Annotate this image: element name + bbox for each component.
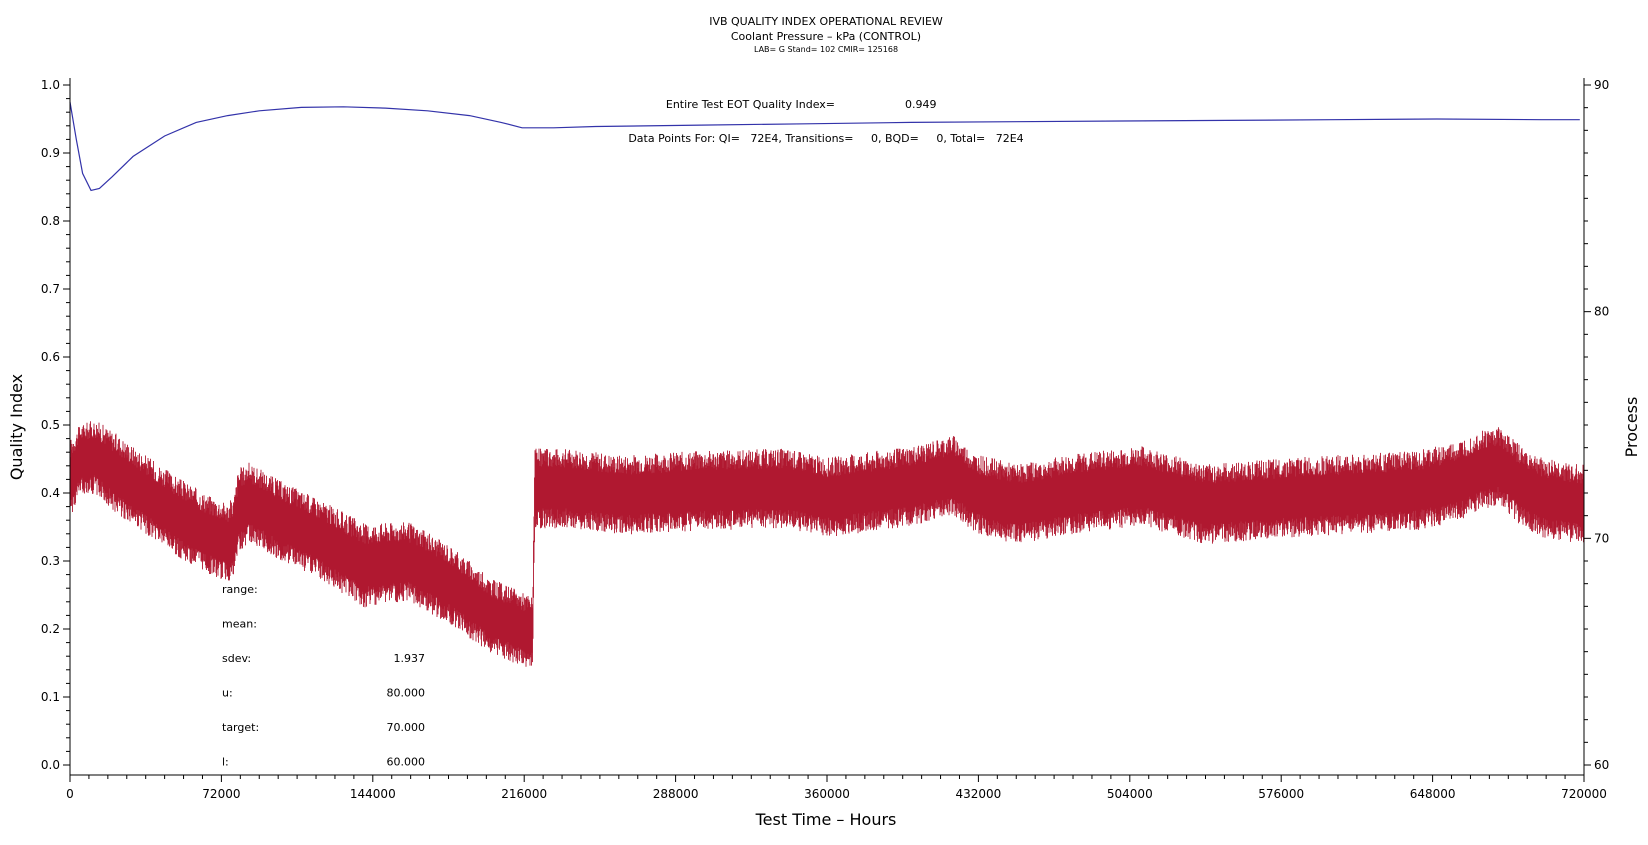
y-tick-label: 0.8 bbox=[41, 214, 60, 228]
eot-quality-value: 0.949 bbox=[905, 98, 937, 111]
y-tick-label: 1.0 bbox=[41, 78, 60, 92]
stat-value: 80.000 bbox=[387, 687, 426, 700]
y-tick-label: 0.1 bbox=[41, 690, 60, 704]
stat-label: range: bbox=[222, 583, 258, 596]
y-tick-label: 0.2 bbox=[41, 622, 60, 636]
y-tick-label: 0.9 bbox=[41, 146, 60, 160]
y2-tick-label: 70 bbox=[1594, 531, 1609, 545]
x-tick-label: 216000 bbox=[501, 787, 547, 801]
stat-label: target: bbox=[222, 721, 259, 734]
stat-value: 1.937 bbox=[394, 652, 426, 665]
x-axis-ticks: 0 72000 144000 216000 288000 360000 432000 5040… bbox=[66, 775, 1607, 801]
y2-axis-label: Process bbox=[1622, 397, 1641, 458]
stat-label: u: bbox=[222, 687, 233, 700]
statistics-block: range: mean: sdev: 1.937 u: 80.000 target: 70.0… bbox=[222, 583, 425, 769]
y2-tick-label: 80 bbox=[1594, 305, 1609, 319]
x-tick-label: 504000 bbox=[1107, 787, 1153, 801]
y2-tick-label: 90 bbox=[1594, 78, 1609, 92]
y-tick-label: 0.0 bbox=[41, 758, 60, 772]
stat-value: 60.000 bbox=[387, 756, 426, 769]
stat-label: mean: bbox=[222, 618, 257, 631]
x-tick-label: 648000 bbox=[1410, 787, 1456, 801]
x-tick-label: 72000 bbox=[202, 787, 240, 801]
x-tick-label: 288000 bbox=[653, 787, 699, 801]
x-tick-label: 360000 bbox=[804, 787, 850, 801]
stat-value: 70.000 bbox=[387, 721, 426, 734]
stat-label: sdev: bbox=[222, 652, 251, 665]
x-axis-label: Test Time – Hours bbox=[755, 810, 897, 829]
process-band-strokes bbox=[69, 421, 1585, 667]
chart-title: IVB QUALITY INDEX OPERATIONAL REVIEW bbox=[709, 15, 943, 28]
process-series bbox=[69, 421, 1585, 667]
y-tick-label: 0.5 bbox=[41, 418, 60, 432]
y-axis-label: Quality Index bbox=[7, 374, 26, 480]
x-tick-label: 0 bbox=[66, 787, 74, 801]
y2-tick-label: 60 bbox=[1594, 758, 1609, 772]
right-y-axis-ticks: 60 70 80 90 bbox=[1584, 78, 1609, 772]
y-tick-label: 0.4 bbox=[41, 486, 60, 500]
x-tick-label: 432000 bbox=[955, 787, 1001, 801]
chart-subtitle-2: LAB= G Stand= 102 CMIR= 125168 bbox=[754, 45, 898, 54]
y-tick-label: 0.7 bbox=[41, 282, 60, 296]
eot-quality-label: Entire Test EOT Quality Index= bbox=[666, 98, 835, 111]
x-tick-label: 576000 bbox=[1258, 787, 1304, 801]
quality-index-series-line bbox=[69, 101, 1580, 192]
x-tick-label: 720000 bbox=[1561, 787, 1607, 801]
data-points-summary: Data Points For: QI= 72E4, Transitions= … bbox=[628, 132, 1023, 145]
y-tick-label: 0.3 bbox=[41, 554, 60, 568]
x-tick-label: 144000 bbox=[350, 787, 396, 801]
left-y-axis-ticks: 0.0 0.1 0.2 0.3 0.4 0.5 0.6 0.7 0.8 0.9 1.0 bbox=[41, 78, 70, 772]
stat-label: l: bbox=[222, 756, 229, 769]
y-tick-label: 0.6 bbox=[41, 350, 60, 364]
chart-subtitle: Coolant Pressure – kPa (CONTROL) bbox=[731, 30, 921, 43]
